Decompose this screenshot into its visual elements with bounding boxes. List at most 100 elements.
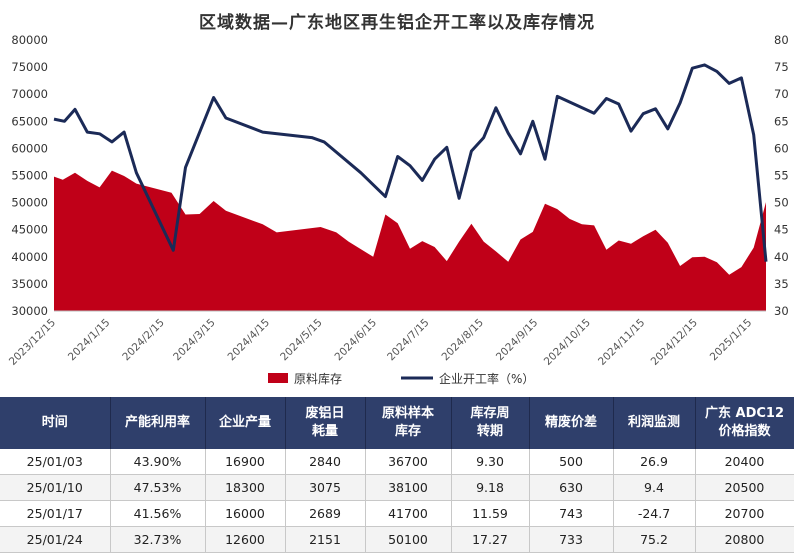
right-tick-label: 80 [774, 33, 789, 47]
left-tick-label: 80000 [11, 33, 48, 47]
chart-svg: 30000 35000 40000 45000 50000 55000 60000 65000… [7, 33, 789, 386]
chart-title: 区域数据—广东地区再生铝企开工率以及库存情况 [199, 13, 595, 33]
x-tick-label: 2024/3/15 [171, 317, 218, 364]
table-cell: 38100 [365, 474, 452, 501]
table-cell: -24.7 [613, 500, 696, 527]
table-header-text: 利润监测 [627, 415, 680, 430]
table-cell: 743 [529, 500, 614, 527]
table-header-cell: 库存周 转期 [451, 397, 530, 449]
table-header-text: 产能利用率 [124, 415, 190, 430]
table-header-cell: 利润监测 [613, 397, 696, 449]
legend-label-rate: 企业开工率（%） [439, 371, 534, 386]
table-cell: 20800 [695, 526, 794, 553]
table-cell: 3075 [285, 474, 366, 501]
table-cell: 16000 [205, 500, 286, 527]
left-tick-label: 70000 [11, 87, 48, 101]
table-cell: 47.53% [110, 474, 206, 501]
right-tick-label: 70 [774, 87, 789, 101]
operating-rate-line [53, 63, 768, 262]
table-header-text: 时间 [41, 415, 68, 430]
table-cell: 25/01/10 [0, 474, 111, 501]
left-tick-label: 45000 [11, 223, 48, 237]
table-cell: 20400 [695, 449, 794, 475]
table-header-text: 精废价差 [544, 415, 597, 430]
x-tick-label: 2024/11/15 [596, 317, 647, 368]
table-cell: 9.30 [451, 449, 530, 475]
table-header-text: 价格指数 [718, 424, 771, 439]
table-cell: 41700 [365, 500, 452, 527]
table-cell: 9.18 [451, 474, 530, 501]
x-tick-label: 2024/6/15 [332, 317, 379, 364]
table-cell: 26.9 [613, 449, 696, 475]
table-cell: 41.56% [110, 500, 206, 527]
table-header-text: 广东 ADC12 [704, 406, 784, 421]
table-body: 25/01/03 43.90% 16900 2840 36700 9.30 500 26.9 2… [0, 449, 794, 553]
right-tick-label: 45 [774, 223, 789, 237]
table-cell: 20700 [695, 500, 794, 527]
x-tick-label: 2024/7/15 [385, 317, 432, 364]
table-header-text: 转期 [476, 424, 503, 439]
right-tick-label: 50 [774, 196, 789, 210]
table-cell: 36700 [365, 449, 452, 475]
table-header-text: 库存周 [470, 406, 510, 421]
legend-label-inventory: 原料库存 [294, 371, 342, 386]
right-tick-label: 75 [774, 60, 789, 74]
table-cell: 18300 [205, 474, 286, 501]
table-cell: 50100 [365, 526, 452, 553]
table-cell: 12600 [205, 526, 286, 553]
table-cell: 25/01/17 [0, 500, 111, 527]
table-cell: 733 [529, 526, 614, 553]
x-tick-label: 2024/9/15 [494, 317, 541, 364]
left-tick-label: 30000 [11, 304, 48, 318]
x-tick-label: 2024/8/15 [439, 317, 486, 364]
x-tick-label: 2024/4/15 [226, 317, 273, 364]
x-tick-label: 2023/12/15 [7, 317, 58, 368]
x-tick-label: 2024/2/15 [120, 317, 167, 364]
table-header-text: 耗量 [311, 424, 338, 439]
table-header-cell: 产能利用率 [110, 397, 206, 449]
table-row: 25/01/03 43.90% 16900 2840 36700 9.30 500 26.9 2… [0, 449, 794, 475]
table-header-cell: 精废价差 [529, 397, 614, 449]
table-header-cell: 广东 ADC12 价格指数 [695, 397, 794, 449]
chart-panel: 区域数据—广东地区再生铝企开工率以及库存情况 30000 35000 40000 45… [6, 13, 789, 386]
legend-swatch-inventory [268, 373, 288, 383]
x-tick-label: 2025/1/15 [708, 317, 755, 364]
table-cell: 16900 [205, 449, 286, 475]
left-tick-label: 50000 [11, 196, 48, 210]
table-cell: 9.4 [613, 474, 696, 501]
table-cell: 43.90% [110, 449, 206, 475]
table-cell: 2840 [285, 449, 366, 475]
right-tick-label: 60 [774, 141, 789, 155]
inventory-area [54, 170, 766, 311]
table-row: 25/01/10 47.53% 18300 3075 38100 9.18 630 9.4 20… [0, 474, 794, 501]
table-header-cell: 企业产量 [205, 397, 286, 449]
x-tick-label: 2024/12/15 [649, 317, 700, 368]
table-header-text: 库存 [394, 424, 421, 439]
left-tick-label: 55000 [11, 169, 48, 183]
x-tick-label: 2024/1/15 [66, 317, 113, 364]
left-tick-label: 75000 [11, 60, 48, 74]
data-table: 时间 产能利用率 企业产量 废铝日 耗量 原料样本 库存 库存周 转期 精废价差 利润监测 广东 AD… [0, 397, 794, 553]
right-tick-label: 40 [774, 250, 789, 264]
right-tick-label: 35 [774, 277, 789, 291]
table-header-cell: 废铝日 耗量 [285, 397, 366, 449]
table-header-text: 废铝日 [305, 406, 345, 421]
table-cell: 25/01/24 [0, 526, 111, 553]
table-row: 25/01/17 41.56% 16000 2689 41700 11.59 743 -24.… [0, 500, 794, 527]
right-tick-label: 30 [774, 304, 789, 318]
table-header-cell: 原料样本 库存 [365, 397, 452, 449]
left-tick-label: 40000 [11, 250, 48, 264]
table-header-cell: 时间 [0, 397, 111, 449]
table-cell: 25/01/03 [0, 449, 111, 475]
right-tick-label: 55 [774, 169, 789, 183]
left-tick-label: 35000 [11, 277, 48, 291]
left-tick-label: 65000 [11, 114, 48, 128]
table-header-row: 时间 产能利用率 企业产量 废铝日 耗量 原料样本 库存 库存周 转期 精废价差 利润监测 广东 AD… [0, 397, 794, 449]
x-tick-label: 2024/5/15 [278, 317, 325, 364]
table-cell: 32.73% [110, 526, 206, 553]
table-cell: 75.2 [613, 526, 696, 553]
table-cell: 2689 [285, 500, 366, 527]
table-header-text: 原料样本 [381, 406, 434, 421]
left-tick-label: 60000 [11, 141, 48, 155]
table-cell: 17.27 [451, 526, 530, 553]
